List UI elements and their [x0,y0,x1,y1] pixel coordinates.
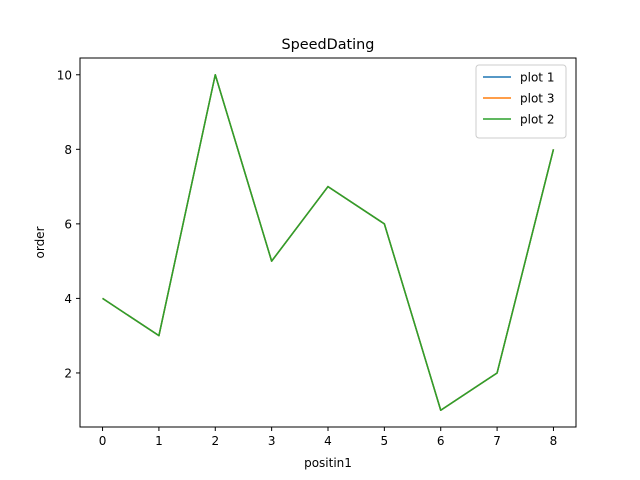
y-tick-label: 10 [57,68,72,82]
y-tick-label: 8 [64,143,72,157]
y-tick-label: 4 [64,292,72,306]
x-axis-ticks: 0 1 2 3 4 5 6 7 8 [99,427,558,448]
y-tick-label: 2 [64,366,72,380]
x-tick-label: 8 [550,434,558,448]
x-tick-label: 3 [268,434,276,448]
legend-label: plot 1 [520,71,554,85]
series-lines [102,74,555,411]
legend-label: plot 2 [520,113,554,127]
x-tick-label: 6 [437,434,445,448]
y-axis-ticks: 2 4 6 8 10 [57,68,80,380]
x-tick-label: 2 [211,434,219,448]
x-tick-label: 0 [99,434,107,448]
x-axis-label: positin1 [304,456,352,470]
legend-label: plot 3 [520,92,554,106]
chart-title: SpeedDating [282,37,375,53]
x-tick-label: 4 [324,434,332,448]
x-tick-label: 7 [493,434,501,448]
series-line-plot-2 [102,74,555,411]
legend: plot 1 plot 3 plot 2 [475,64,567,139]
x-tick-label: 1 [155,434,163,448]
axes-frame [79,57,577,428]
y-axis-label: order [33,226,47,258]
y-tick-label: 6 [64,217,72,231]
x-tick-label: 5 [381,434,389,448]
